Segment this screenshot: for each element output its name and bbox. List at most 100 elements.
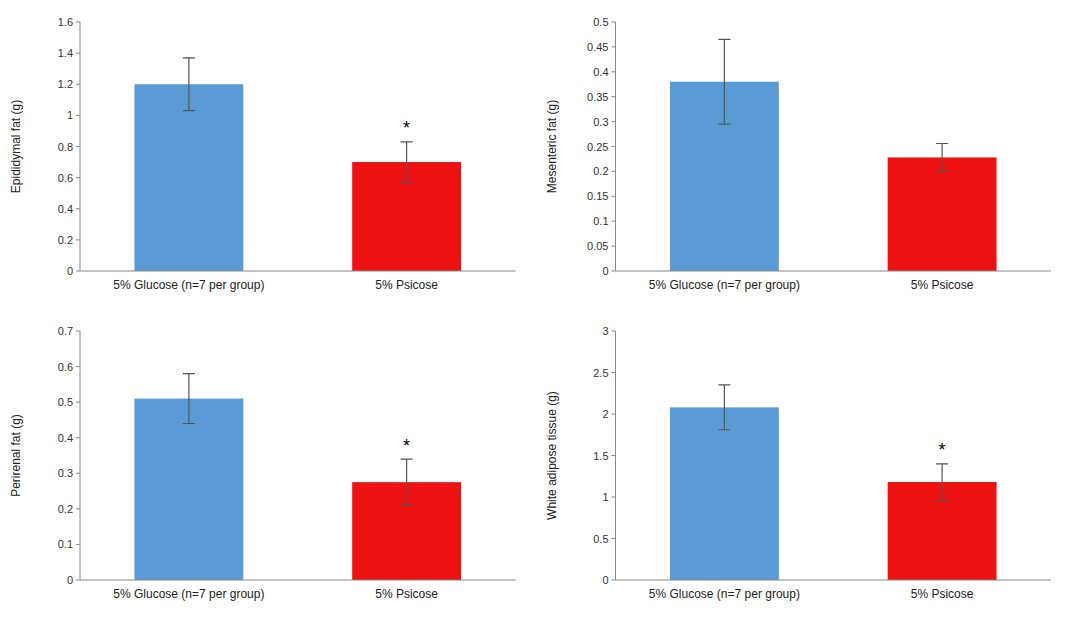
error-bar <box>936 144 948 172</box>
plot-area <box>134 58 461 271</box>
y-tick <box>612 171 616 172</box>
y-tick <box>76 437 80 438</box>
x-tick-label: 5% Glucose (n=7 per group) <box>113 587 264 601</box>
error-line <box>188 58 189 111</box>
error-cap <box>718 429 730 430</box>
x-tick-label: 5% Glucose (n=7 per group) <box>649 278 800 292</box>
error-cap <box>718 123 730 124</box>
error-cap <box>183 373 195 374</box>
y-tick <box>612 271 616 272</box>
y-tick <box>76 580 80 581</box>
y-tick <box>76 22 80 23</box>
y-tick-label: 0 <box>602 574 608 586</box>
bar <box>888 157 997 271</box>
y-tick-label: 0.5 <box>58 396 73 408</box>
y-tick <box>612 414 616 415</box>
error-cap <box>183 110 195 111</box>
y-tick-label: 0.5 <box>593 16 608 28</box>
y-tick-label: 0.4 <box>58 432 73 444</box>
error-bar <box>401 142 413 182</box>
y-tick <box>76 53 80 54</box>
significance-marker: * <box>939 440 946 460</box>
y-tick-label: 1.4 <box>58 47 73 59</box>
y-tick-label: 0.25 <box>587 141 608 153</box>
error-line <box>406 459 407 505</box>
y-tick-label: 0.2 <box>58 234 73 246</box>
figure: 00.20.40.60.811.21.41.65% Glucose (n=7 p… <box>0 0 1071 618</box>
y-tick <box>612 96 616 97</box>
error-cap <box>936 500 948 501</box>
y-tick <box>76 271 80 272</box>
error-cap <box>718 39 730 40</box>
plot-area <box>670 39 997 271</box>
error-cap <box>936 171 948 172</box>
error-line <box>942 144 943 172</box>
y-tick-label: 0.1 <box>593 215 608 227</box>
y-tick <box>612 372 616 373</box>
y-tick-label: 0 <box>67 574 73 586</box>
error-cap <box>401 141 413 142</box>
y-axis-label: Mesenteric fat (g) <box>545 100 559 193</box>
error-cap <box>183 57 195 58</box>
y-tick <box>76 331 80 332</box>
y-tick <box>76 177 80 178</box>
error-cap <box>718 384 730 385</box>
y-tick-label: 0.6 <box>58 172 73 184</box>
y-tick-label: 0.05 <box>587 240 608 252</box>
y-tick-label: 0.5 <box>593 533 608 545</box>
error-cap <box>401 458 413 459</box>
y-tick-label: 0.3 <box>58 467 73 479</box>
error-cap <box>183 423 195 424</box>
y-tick <box>612 497 616 498</box>
subplot: 00.511.522.535% Glucose (n=7 per group)5… <box>545 325 1052 601</box>
y-tick <box>612 71 616 72</box>
y-tick-label: 1.6 <box>58 16 73 28</box>
error-cap <box>936 143 948 144</box>
y-axis-label: White adipose tissue (g) <box>545 391 559 520</box>
y-tick-label: 0 <box>602 265 608 277</box>
y-tick-label: 1.5 <box>593 450 608 462</box>
y-tick-label: 1 <box>67 109 73 121</box>
y-tick <box>76 366 80 367</box>
x-tick-label: 5% Glucose (n=7 per group) <box>649 587 800 601</box>
subplot: 00.050.10.150.20.250.30.350.40.450.55% G… <box>545 16 1052 292</box>
y-tick <box>76 208 80 209</box>
error-cap <box>401 505 413 506</box>
y-axis-label: Perirenal fat (g) <box>9 414 23 497</box>
error-bar <box>183 374 195 424</box>
y-tick <box>612 221 616 222</box>
error-bar <box>718 385 730 430</box>
y-tick <box>76 146 80 147</box>
page: {"chart_data": [ {"type": "bar", "y_labe… <box>0 0 1071 618</box>
y-tick <box>612 455 616 456</box>
y-tick <box>612 22 616 23</box>
error-bar <box>936 464 948 501</box>
x-axis-line <box>616 271 1052 272</box>
y-tick-label: 0.7 <box>58 325 73 337</box>
significance-marker: * <box>403 118 410 138</box>
x-tick-label: 5% Psicose <box>911 587 974 601</box>
error-cap <box>936 463 948 464</box>
subplot: 00.20.40.60.811.21.41.65% Glucose (n=7 p… <box>9 16 516 292</box>
y-tick-label: 0.2 <box>58 503 73 515</box>
y-tick <box>76 84 80 85</box>
x-tick-label: 5% Glucose (n=7 per group) <box>113 278 264 292</box>
y-tick <box>612 196 616 197</box>
y-axis-label: Epididymal fat (g) <box>9 100 23 193</box>
significance-marker: * <box>403 436 410 456</box>
x-tick-label: 5% Psicose <box>375 587 438 601</box>
y-tick-label: 1.2 <box>58 78 73 90</box>
error-line <box>724 39 725 124</box>
y-tick-label: 2.5 <box>593 367 608 379</box>
bar <box>670 407 779 580</box>
y-tick <box>612 246 616 247</box>
y-axis-line <box>80 331 81 580</box>
error-line <box>942 464 943 501</box>
plot-area <box>670 385 997 580</box>
y-tick-label: 0.15 <box>587 190 608 202</box>
x-axis-line <box>80 580 516 581</box>
bar <box>134 84 243 271</box>
y-tick <box>76 544 80 545</box>
error-cap <box>401 182 413 183</box>
error-bar <box>183 58 195 111</box>
